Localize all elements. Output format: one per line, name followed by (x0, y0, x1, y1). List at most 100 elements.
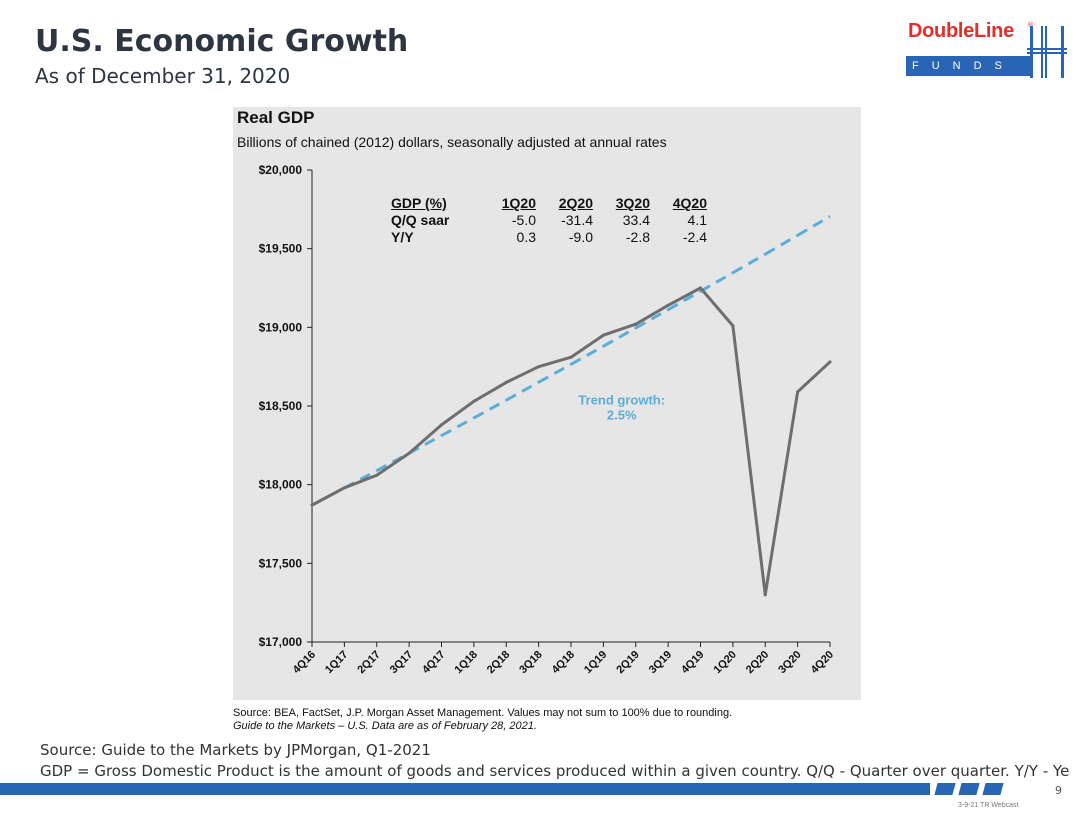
logo-registered-mark: ® (1027, 21, 1034, 29)
gdp-line-segment (472, 380, 508, 403)
x-tick-label: 3Q19 (647, 649, 675, 677)
gdp-data-point (569, 355, 573, 359)
table-cell: 0.3 (516, 229, 536, 245)
gdp-line-segment (601, 322, 638, 337)
event-note: 3-9-21 TR Webcast (958, 802, 1019, 809)
table-header-cell: 4Q20 (672, 195, 707, 211)
trend-line-segment (570, 344, 605, 366)
chart-title: Real GDP (237, 108, 315, 127)
gdp-line-segment (634, 303, 670, 326)
table-cell: 4.1 (687, 212, 707, 228)
x-tick-label: 3Q17 (388, 649, 416, 677)
gdp-line-segment (763, 390, 800, 597)
trend-line-segment (440, 416, 475, 437)
x-tick-label: 1Q18 (452, 649, 480, 677)
gdp-chart-panel: Real GDP Billions of chained (2012) doll… (233, 107, 861, 700)
trend-line-segment (537, 362, 572, 384)
x-tick-label: 2Q19 (614, 649, 642, 677)
table-cell: -5.0 (511, 212, 536, 228)
footer-band-main (0, 783, 930, 795)
trend-annotation-line2: 2.5% (607, 407, 637, 422)
logo-wordmark: DoubleLine (908, 20, 1014, 42)
trend-annotation-line1: Trend growth: (578, 392, 665, 407)
x-tick-label: 1Q19 (582, 649, 610, 677)
trend-series (311, 215, 831, 507)
trend-line-segment (699, 271, 734, 293)
x-tick-label: 4Q20 (809, 649, 837, 677)
gdp-line-segment (407, 423, 443, 455)
footer-band-dash (934, 783, 956, 795)
gdp-data-point (472, 399, 476, 403)
chart-annotations: Trend growth:2.5% (578, 392, 665, 422)
footer-definition: GDP = Gross Domestic Product is the amou… (40, 762, 1070, 780)
chart-source-text: Source: BEA, FactSet, J.P. Morgan Asset … (233, 707, 733, 719)
gdp-data-point (601, 333, 605, 337)
gdp-line-segment (342, 473, 379, 490)
trend-line-segment (667, 290, 702, 312)
page-number: 9 (1055, 784, 1062, 797)
gdp-line-segment (569, 333, 605, 359)
table-header-cell: GDP (%) (391, 195, 447, 211)
table-cell: -2.8 (625, 229, 650, 245)
x-tick-label: 4Q17 (420, 649, 448, 677)
gdp-data-point (504, 380, 508, 384)
gdp-stats-table: GDP (%) 1Q20 2Q20 3Q20 4Q20 Q/Q saar -5.… (391, 195, 707, 246)
gdp-line-segment (375, 451, 411, 477)
trend-line-segment (796, 215, 831, 237)
gdp-data-point (342, 486, 346, 490)
table-row: Q/Q saar -5.0 -31.4 33.4 4.1 (391, 212, 707, 229)
chart-source: Source: BEA, FactSet, J.P. Morgan Asset … (233, 707, 732, 733)
table-cell: -31.4 (561, 212, 593, 228)
table-header-cell: 3Q20 (615, 195, 650, 211)
gdp-data-point (634, 322, 638, 326)
doubleline-logo: DoubleLine ® FUNDS (898, 20, 1068, 82)
y-tick-label: $18,500 (259, 399, 303, 413)
trend-line-segment (764, 233, 799, 256)
gdp-line-segment (699, 286, 735, 328)
slide-subtitle: As of December 31, 2020 (35, 64, 291, 88)
gdp-data-point (731, 324, 735, 328)
footer-band-dash (958, 783, 980, 795)
logo-grid-icon (1027, 26, 1067, 78)
slide-title: U.S. Economic Growth (35, 24, 409, 59)
gdp-line-segment (731, 324, 767, 597)
gdp-data-point (440, 423, 443, 427)
gdp-data-point (375, 473, 379, 477)
y-tick-label: $20,000 (259, 163, 303, 177)
gdp-line-segment (504, 365, 541, 384)
x-tick-label: 4Q19 (679, 649, 707, 677)
table-cell: 33.4 (622, 212, 650, 228)
y-tick-label: $19,500 (259, 242, 303, 256)
gdp-line-segment (666, 286, 702, 307)
x-tick-label: 2Q18 (485, 649, 513, 677)
y-tick-label: $17,500 (259, 556, 303, 570)
gdp-data-point (310, 503, 314, 507)
x-tick-label: 4Q18 (550, 649, 578, 677)
table-cell: -9.0 (568, 229, 593, 245)
trend-line-segment (732, 252, 766, 275)
table-row: Y/Y 0.3 -9.0 -2.8 -2.4 (391, 229, 707, 246)
footer-source: Source: Guide to the Markets by JPMorgan… (40, 741, 431, 759)
table-cell: -2.4 (682, 229, 707, 245)
gdp-data-point (666, 303, 670, 307)
footer-band-dash (982, 783, 1004, 795)
chart-source-note: Guide to the Markets – U.S. Data are as … (233, 720, 537, 732)
trend-line-segment (376, 451, 410, 472)
y-tick-label: $18,000 (259, 478, 303, 492)
trend-line-segment (602, 326, 637, 348)
x-tick-label: 1Q17 (323, 649, 351, 677)
gdp-line-segment (310, 486, 346, 507)
footer-band (0, 781, 1080, 795)
trend-line-segment (635, 308, 669, 330)
gdp-data-point (796, 390, 800, 394)
table-row-label: Y/Y (391, 229, 414, 245)
gdp-data-point (699, 286, 702, 290)
x-tick-label: 4Q16 (291, 649, 319, 677)
gdp-data-point (537, 365, 541, 369)
x-tick-label: 2Q20 (744, 649, 772, 677)
gdp-series (310, 286, 832, 597)
x-tick-label: 2Q17 (355, 649, 383, 677)
trend-line-segment (473, 398, 507, 420)
gdp-line-chart: $17,000 $17,500 $18,000 $18,500 $19,000 $19,5… (259, 163, 837, 677)
gdp-data-point (763, 593, 767, 597)
